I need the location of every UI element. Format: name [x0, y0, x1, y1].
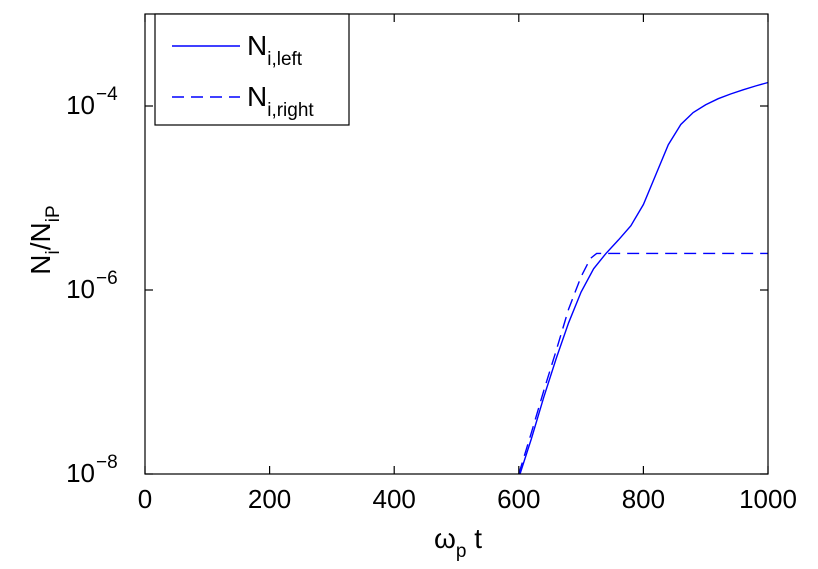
y-tick-label: 10 — [66, 90, 95, 120]
plot-lines-group — [518, 81, 769, 475]
legend-label-right-sub: i,right — [267, 100, 314, 121]
x-tick-label: 200 — [248, 484, 291, 514]
x-axis-label-rest: t — [466, 523, 482, 554]
x-axis-label: ωp t — [434, 523, 482, 562]
y-tick-label: 10 — [66, 458, 95, 488]
x-tick-label: 600 — [497, 484, 540, 514]
x-tick-label: 1000 — [739, 484, 797, 514]
x-tick-label: 0 — [138, 484, 152, 514]
y-axis-label: Ni/NiP — [25, 205, 64, 274]
x-tick-label: 800 — [622, 484, 665, 514]
x-axis-label-sub: p — [456, 541, 467, 562]
x-axis-label-main: ω — [434, 523, 456, 554]
y-tick-label: 10 — [66, 274, 95, 304]
y-axis-label-sub1: i — [43, 250, 64, 254]
legend-label-left-sub: i,left — [267, 49, 303, 70]
y-axis-label-sub2: iP — [43, 205, 64, 222]
legend-label-right: Ni,right — [247, 81, 314, 121]
y-tick-label-exponent: −6 — [96, 268, 118, 289]
y-tick-label-exponent: −4 — [96, 84, 118, 105]
legend-label-right-main: N — [247, 81, 267, 112]
y-axis-label-main1: N — [25, 254, 56, 274]
plot-frame — [144, 13, 769, 475]
y-tick-label-exponent: −8 — [96, 452, 118, 473]
legend-label-left: Ni,left — [247, 30, 303, 70]
legend-label-left-main: N — [247, 30, 267, 61]
x-tick-label: 400 — [373, 484, 416, 514]
y-axis-label-mid: /N — [25, 222, 56, 250]
legend-box — [154, 13, 350, 126]
series-line-left — [519, 81, 769, 475]
series-line-right — [518, 252, 768, 475]
legend: Ni,left Ni,right — [154, 13, 350, 126]
